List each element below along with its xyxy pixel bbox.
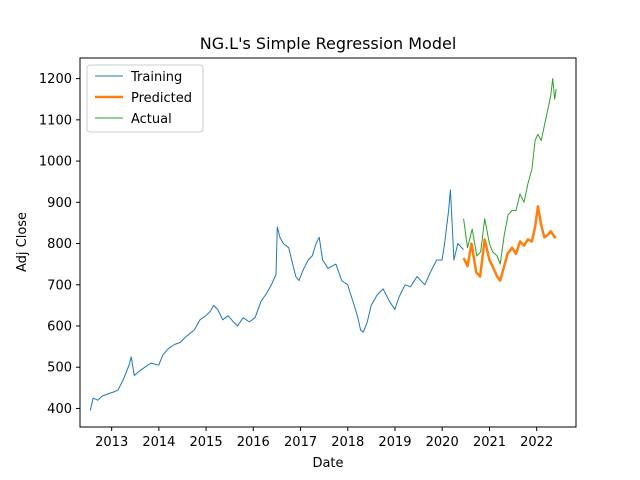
legend: Training Predicted Actual: [86, 64, 204, 133]
legend-label-training: Training: [130, 70, 182, 85]
y-axis-label: Adj Close: [15, 212, 30, 272]
y-tick-label: 600: [47, 319, 72, 334]
chart-title: NG.L's Simple Regression Model: [200, 34, 457, 53]
x-tick-label: 2020: [426, 435, 459, 450]
y-tick-label: 500: [47, 361, 72, 376]
legend-label-predicted: Predicted: [131, 91, 192, 106]
x-tick-label: 2021: [473, 435, 506, 450]
x-tick-label: 2014: [142, 435, 175, 450]
x-tick-label: 2018: [331, 435, 364, 450]
y-tick-label: 700: [47, 278, 72, 293]
y-axis: 400 500 600 700 800 900 1000 1100 1200: [39, 72, 80, 417]
y-tick-label: 1000: [39, 155, 72, 170]
x-tick-label: 2015: [190, 435, 223, 450]
x-axis: 2013 2014 2015 2016 2017 2018 2019 2020 2021 2022: [95, 427, 553, 450]
x-tick-label: 2022: [520, 435, 553, 450]
x-axis-label: Date: [312, 456, 343, 471]
series-line-actual: [463, 78, 557, 265]
y-tick-label: 800: [47, 237, 72, 252]
x-tick-label: 2019: [378, 435, 411, 450]
x-tick-label: 2017: [284, 435, 317, 450]
series-layer: [89, 78, 557, 411]
x-tick-label: 2016: [237, 435, 270, 450]
legend-box: [86, 64, 204, 133]
series-line-training: [89, 189, 464, 411]
plot-area-frame: [79, 57, 577, 428]
y-tick-label: 1200: [39, 72, 72, 87]
x-tick-label: 2013: [95, 435, 128, 450]
legend-label-actual: Actual: [131, 112, 172, 127]
y-tick-label: 400: [47, 402, 72, 417]
y-tick-label: 1100: [39, 113, 72, 128]
series-line-predicted: [462, 205, 557, 282]
y-tick-label: 900: [47, 196, 72, 211]
